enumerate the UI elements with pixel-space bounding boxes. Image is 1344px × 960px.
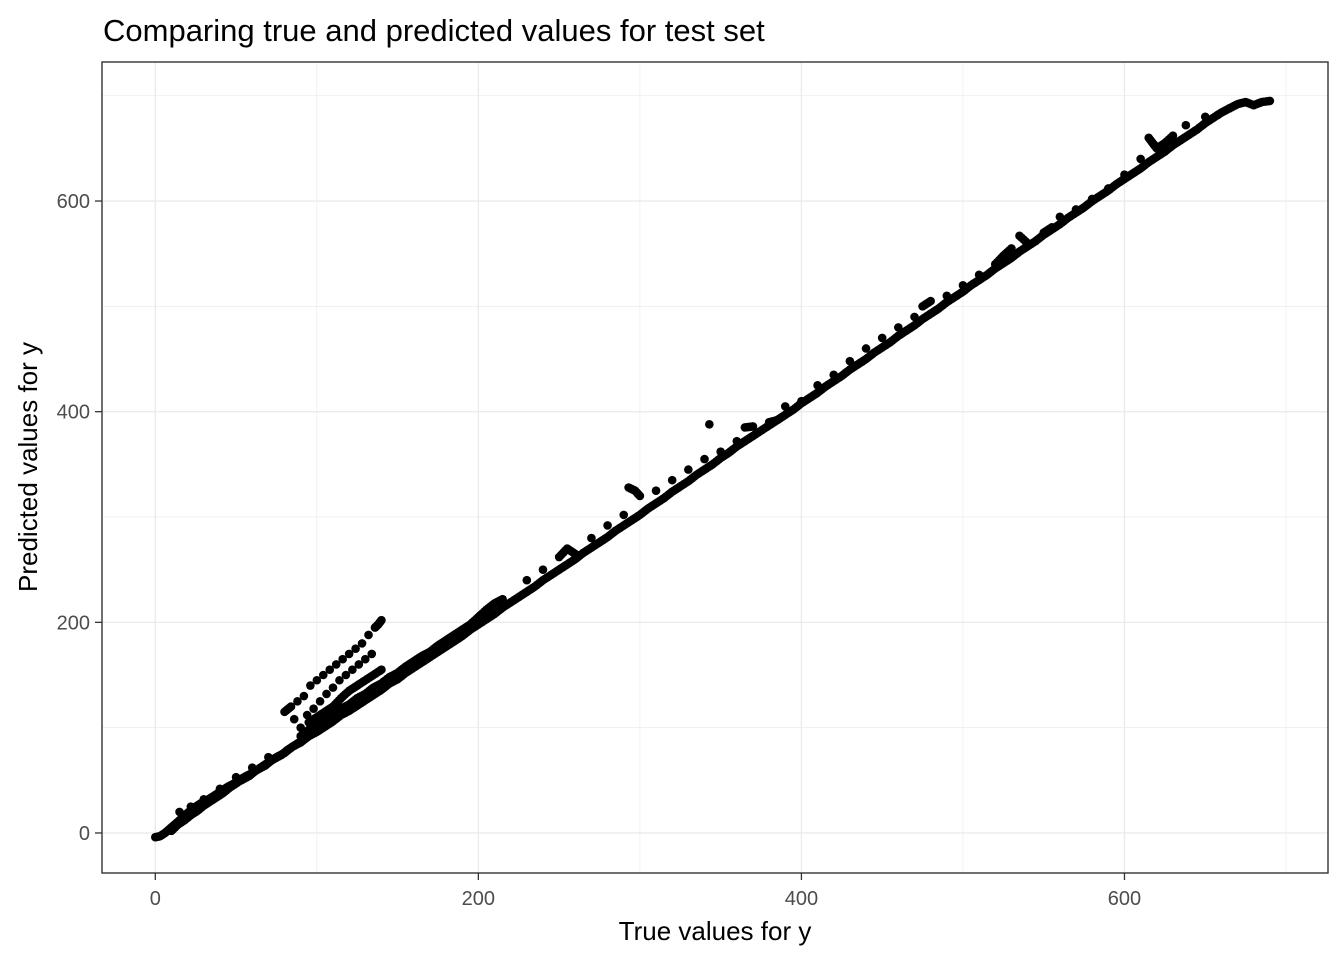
- scatter-point: [364, 630, 373, 640]
- scatter-point: [1166, 133, 1176, 142]
- scatter-point: [322, 689, 331, 699]
- plot-border: [101, 61, 1329, 874]
- scatter-point: [770, 416, 780, 425]
- scatter-point: [348, 665, 357, 675]
- x-tick-label: 200: [462, 888, 495, 910]
- scatter-point: [351, 644, 360, 653]
- scatter-point: [360, 654, 370, 664]
- scatter-point: [318, 670, 328, 680]
- scatter-point: [375, 666, 384, 676]
- scatter-point: [700, 454, 709, 464]
- x-axis-ticks: 0 200 400 600: [150, 873, 1141, 910]
- scatter-point: [289, 714, 299, 724]
- scatter-point: [306, 681, 315, 690]
- scatter-point: [293, 697, 302, 706]
- y-axis-ticks: 0 200 400 600: [57, 191, 102, 845]
- scatter-point: [522, 575, 532, 585]
- chart-title: Comparing true and predicted values for …: [103, 13, 765, 48]
- scatter-point: [684, 465, 693, 474]
- y-tick-label: 200: [57, 612, 90, 634]
- scatter-point: [312, 675, 322, 685]
- y-tick-label: 400: [57, 402, 90, 424]
- scatter-point: [877, 333, 887, 343]
- scatter-point: [338, 654, 347, 664]
- scatter-point: [924, 298, 933, 307]
- scatter-points: [151, 96, 1275, 842]
- x-tick-label: 600: [1108, 888, 1141, 910]
- scatter-point: [634, 490, 643, 499]
- scatter-point: [354, 660, 364, 669]
- scatter-point: [1263, 96, 1273, 106]
- scatter-point: [1181, 120, 1191, 130]
- scatter-point: [1045, 224, 1055, 233]
- scatter-point: [309, 704, 318, 713]
- y-tick-label: 0: [79, 823, 90, 845]
- scatter-point: [325, 665, 335, 675]
- scatter-point: [587, 533, 596, 543]
- scatter-point: [285, 703, 294, 713]
- scatter-point: [357, 639, 367, 648]
- x-axis-title: True values for y: [619, 916, 812, 946]
- scatter-point: [367, 649, 377, 659]
- y-tick-label: 600: [57, 191, 90, 213]
- scatter-point: [603, 521, 612, 530]
- scatter-point: [1021, 237, 1030, 246]
- scatter-point: [496, 595, 505, 605]
- scatter-point: [328, 683, 338, 692]
- scatter-point: [538, 565, 548, 574]
- minor-gridlines: [102, 62, 1328, 873]
- scatter-point: [568, 548, 578, 557]
- scatter-point: [619, 510, 629, 520]
- scatter-point: [705, 420, 714, 429]
- scatter-point: [1005, 245, 1014, 255]
- x-tick-label: 0: [150, 888, 161, 910]
- scatter-point: [667, 475, 677, 485]
- scatter-point: [861, 344, 871, 353]
- major-gridlines: [102, 62, 1328, 873]
- scatter-point: [299, 691, 309, 701]
- scatter-point: [746, 422, 756, 431]
- scatter-point: [315, 697, 325, 706]
- scatter-point: [651, 486, 661, 495]
- scatter-point: [344, 649, 354, 659]
- scatter-point: [341, 670, 351, 680]
- y-axis-title: Predicted values for y: [13, 342, 43, 592]
- scatter-point: [331, 660, 341, 669]
- scatter-point: [335, 675, 344, 685]
- x-tick-label: 400: [785, 888, 818, 910]
- scatter-point: [1136, 154, 1145, 164]
- scatter-point: [376, 616, 385, 626]
